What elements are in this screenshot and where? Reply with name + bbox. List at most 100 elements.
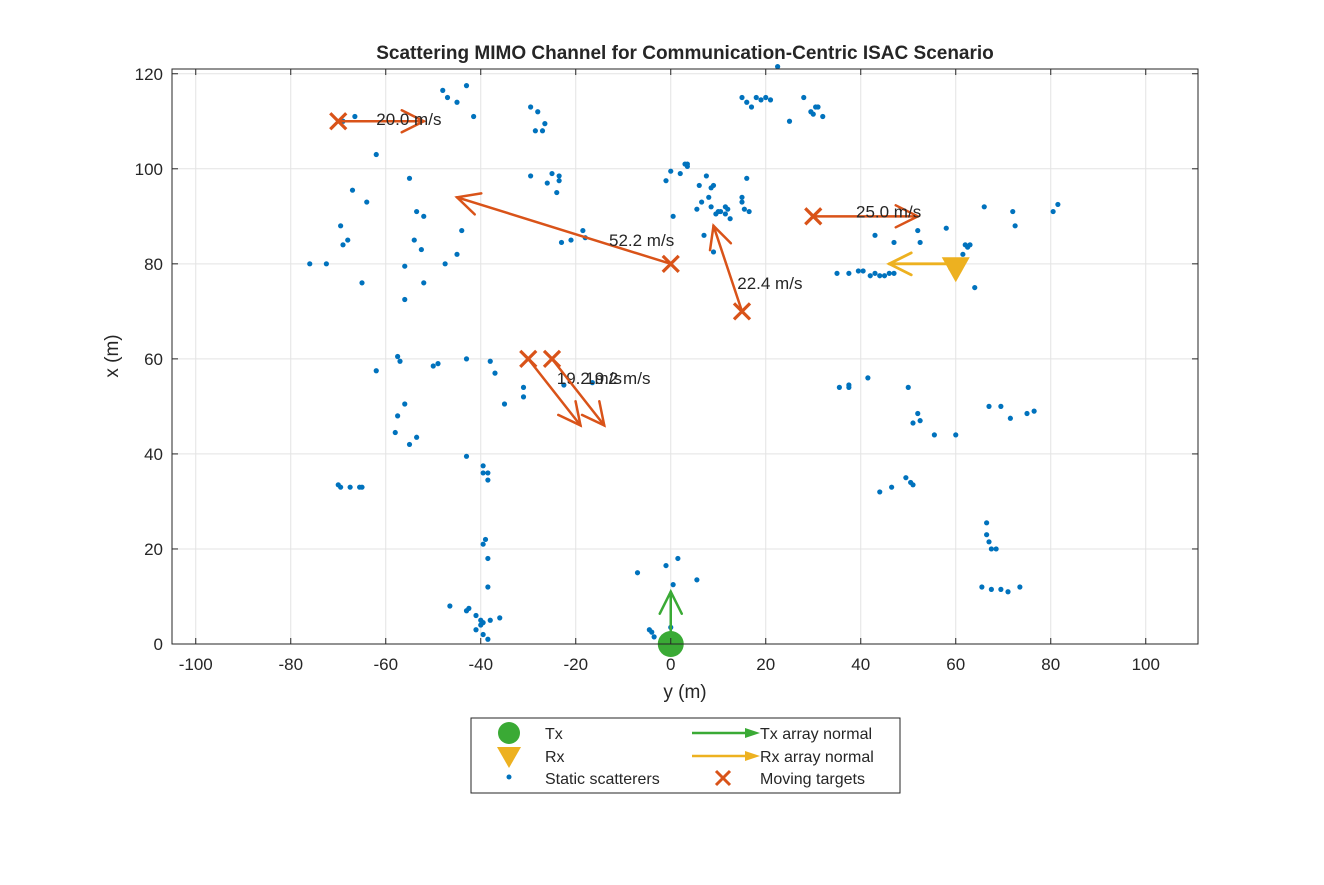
static-scatterer-point: [834, 270, 840, 276]
static-scatterer-point: [473, 612, 479, 619]
static-scatterer-point: [953, 432, 959, 438]
static-scatterer-point: [748, 104, 755, 110]
static-scatterer-point: [931, 432, 937, 438]
static-scatterer-point: [549, 170, 555, 177]
static-scatterer-point: [786, 118, 793, 124]
static-scatterer-point: [860, 268, 866, 274]
static-scatterer-point: [967, 242, 973, 248]
x-tick-label: 20: [756, 655, 775, 674]
static-scatterer-point: [725, 206, 731, 212]
static-scatterer-point: [402, 296, 408, 303]
static-scatterer-point: [1005, 589, 1011, 595]
static-scatterer-point: [345, 237, 351, 243]
target-speed-label: 52.2 m/s: [609, 231, 674, 250]
legend-tx-normal-head: [745, 728, 760, 738]
static-scatterer-point: [454, 251, 460, 257]
static-scatterer-point: [694, 206, 700, 212]
y-tick-label: 100: [135, 160, 163, 179]
static-scatterer-point: [998, 586, 1004, 592]
static-scatterer-point: [753, 94, 759, 101]
static-scatterer-point: [677, 170, 683, 177]
rx-array-normal-arrow-head: [886, 251, 913, 277]
legend-tx-marker: [498, 722, 520, 744]
static-scatterer-point: [872, 232, 878, 238]
static-scatterer-point: [668, 168, 674, 174]
static-scatterer-point: [710, 249, 717, 255]
target-velocity-arrow-line: [550, 357, 606, 427]
static-scatterer-point: [694, 577, 700, 583]
static-scatterer-point: [986, 539, 992, 545]
y-tick-label: 40: [144, 445, 163, 464]
static-scatterer-point: [402, 263, 408, 269]
static-scatterer-point: [972, 284, 978, 291]
static-scatterer-point: [463, 453, 470, 459]
static-scatterer-point: [739, 199, 745, 205]
static-scatterer-point: [589, 380, 595, 386]
y-tick-label: 0: [154, 635, 163, 654]
static-scatterer-point: [485, 636, 491, 642]
legend-tx-normal-label: Tx array normal: [760, 726, 872, 743]
legend-target-label: Moving targets: [760, 771, 865, 788]
static-scatterer-point: [670, 581, 676, 588]
target-velocity-arrow-head: [557, 400, 583, 428]
static-scatterer-point: [815, 104, 821, 110]
x-tick-label: -60: [373, 655, 398, 674]
static-scatterer-point: [307, 261, 313, 267]
legend-target-marker: [714, 769, 732, 787]
static-scatterer-point: [480, 470, 486, 476]
y-axis-label: x (m): [102, 334, 123, 377]
static-scatterer-point: [670, 213, 676, 219]
static-scatterer-point: [556, 178, 562, 184]
static-scatterer-point: [910, 420, 916, 426]
static-scatterer-point: [447, 603, 453, 609]
static-scatterer-point: [865, 375, 871, 381]
static-scatterer-point: [1024, 410, 1030, 417]
static-scatterer-point: [710, 182, 717, 189]
chart-title: Scattering MIMO Channel for Communicatio…: [376, 43, 994, 64]
static-scatterer-point: [881, 273, 888, 279]
x-tick-label: -80: [278, 655, 303, 674]
static-scatterer-point: [544, 180, 550, 186]
static-scatterer-point: [459, 227, 465, 234]
y-tick-label: 20: [144, 540, 163, 559]
legend-scatter-marker: [506, 774, 512, 780]
static-scatterer-point: [323, 261, 329, 267]
static-scatterer-point: [418, 246, 424, 253]
legend-rx-marker: [497, 747, 521, 768]
static-scatterer-point: [347, 484, 353, 490]
static-scatterer-point: [580, 227, 586, 234]
static-scatterer-point: [998, 403, 1004, 409]
static-scatterer-point: [663, 178, 669, 184]
static-scatterer-point: [395, 353, 401, 360]
static-scatterer-point: [706, 194, 712, 200]
static-scatterer-point: [520, 384, 527, 390]
static-scatterer-point: [855, 268, 861, 274]
static-scatterer-point: [699, 199, 705, 205]
static-scatterer-point: [435, 361, 441, 367]
target-speed-label: 19.2 m/s: [585, 369, 650, 388]
static-scatterer-point: [359, 280, 365, 286]
moving-target-marker: [804, 207, 823, 226]
plot-data: 20.0 m/s 52.2 m/s 22.4 m/s 25.0 m/s 19.2 m/s…: [307, 64, 1061, 657]
target-velocity-arrow-head: [894, 204, 921, 229]
static-scatterer-point: [532, 128, 538, 134]
target-velocity-arrow-line: [712, 224, 744, 313]
static-scatterer-point: [480, 463, 486, 469]
static-scatterer-point: [1012, 223, 1018, 229]
static-scatterer-point: [810, 111, 816, 117]
target-velocity-arrow-head: [454, 192, 483, 216]
x-tick-label: 0: [666, 655, 675, 674]
rx-marker: [941, 257, 970, 283]
x-tick-label: 60: [946, 655, 965, 674]
target-speed-label: 19.2 m/s: [557, 369, 622, 388]
static-scatterer-point: [373, 151, 379, 158]
moving-target-marker: [661, 254, 680, 273]
static-scatterer-point: [634, 570, 641, 576]
static-scatterer-point: [820, 113, 826, 120]
static-scatterer-point: [480, 541, 486, 547]
static-scatterer-point: [535, 109, 541, 115]
target-velocity-arrow-head: [580, 400, 606, 428]
static-scatterer-point: [528, 173, 534, 179]
x-tick-label: -20: [563, 655, 588, 674]
